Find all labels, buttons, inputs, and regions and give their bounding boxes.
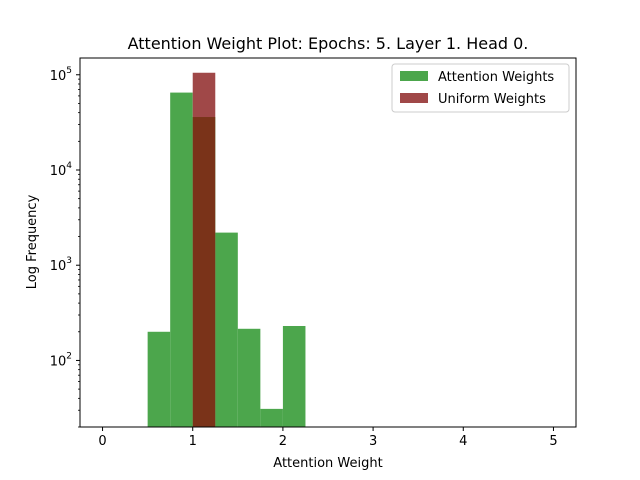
attention-weights-bar bbox=[215, 232, 238, 427]
legend-swatch bbox=[400, 71, 428, 81]
x-tick-label: 0 bbox=[98, 434, 106, 449]
x-tick-label: 2 bbox=[279, 434, 287, 449]
attention-weights-bar bbox=[260, 408, 283, 427]
legend-box bbox=[391, 63, 570, 113]
legend-swatch bbox=[400, 93, 428, 103]
attention-weights-bar bbox=[147, 331, 171, 427]
y-axis-label: Log Frequency bbox=[25, 194, 40, 289]
y-axis: 102 103 104 105 bbox=[50, 66, 80, 428]
y-tick-label: 103 bbox=[50, 256, 72, 274]
x-tick-label: 5 bbox=[549, 434, 557, 449]
legend: Attention Weights Uniform Weights bbox=[391, 63, 570, 113]
attention-weights-bar bbox=[282, 325, 306, 427]
y-tick-label: 102 bbox=[50, 351, 72, 369]
x-tick-label: 1 bbox=[189, 434, 197, 449]
x-tick-label: 4 bbox=[459, 434, 467, 449]
x-tick-label: 3 bbox=[369, 434, 377, 449]
attention-weights-bar bbox=[237, 328, 261, 427]
x-axis: 0 1 2 3 4 5 bbox=[98, 427, 558, 449]
legend-label: Uniform Weights bbox=[438, 92, 546, 107]
x-axis-label: Attention Weight bbox=[273, 456, 382, 471]
plot-frame bbox=[79, 57, 577, 428]
attention-weights-bar bbox=[170, 92, 193, 427]
y-tick-label: 105 bbox=[50, 66, 72, 84]
plot-area bbox=[79, 57, 577, 428]
uniform-weights-bar bbox=[192, 72, 216, 118]
legend-label: Attention Weights bbox=[438, 70, 554, 85]
overlap-bar bbox=[192, 117, 216, 427]
chart-title: Attention Weight Plot: Epochs: 5. Layer … bbox=[128, 34, 529, 53]
y-tick-label: 104 bbox=[50, 161, 73, 179]
